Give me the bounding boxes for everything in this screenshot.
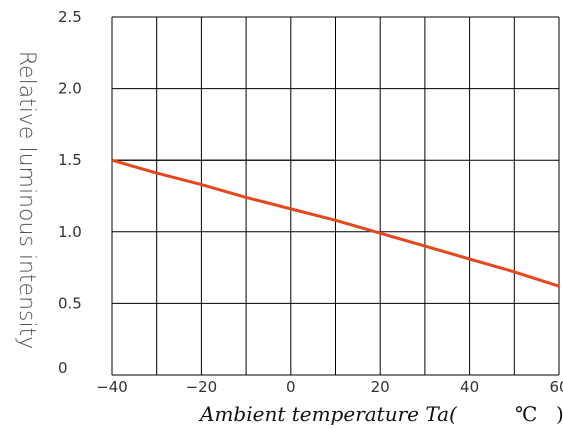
series-layer (111, 158, 560, 288)
series-line (111, 158, 560, 288)
x-tick-label: 20 (371, 378, 390, 396)
x-axis-unit-close: ) (556, 402, 563, 426)
y-axis-label: Relative luminous intensity (14, 51, 39, 350)
x-axis-label: Ambient temperature Ta( (198, 402, 458, 426)
x-axis-unit: ℃ (515, 402, 537, 426)
y-tick-label: 0 (58, 359, 68, 377)
y-tick-label: 1.5 (58, 151, 82, 169)
x-tick-label: 60 (549, 378, 563, 396)
y-tick-label: 2.5 (58, 8, 82, 26)
x-tick-label: −20 (186, 378, 218, 396)
y-tick-label: 0.5 (58, 294, 82, 312)
y-tick-label: 1.0 (58, 223, 82, 241)
x-tick-label: 0 (286, 378, 296, 396)
x-tick-label: −40 (96, 378, 128, 396)
tick-labels: −40 −20 0 20 40 60 0 0.5 1.0 1.5 2.0 2.5 (58, 8, 563, 396)
grid (111, 16, 560, 376)
x-tick-label: 40 (460, 378, 479, 396)
y-tick-label: 2.0 (58, 80, 82, 98)
